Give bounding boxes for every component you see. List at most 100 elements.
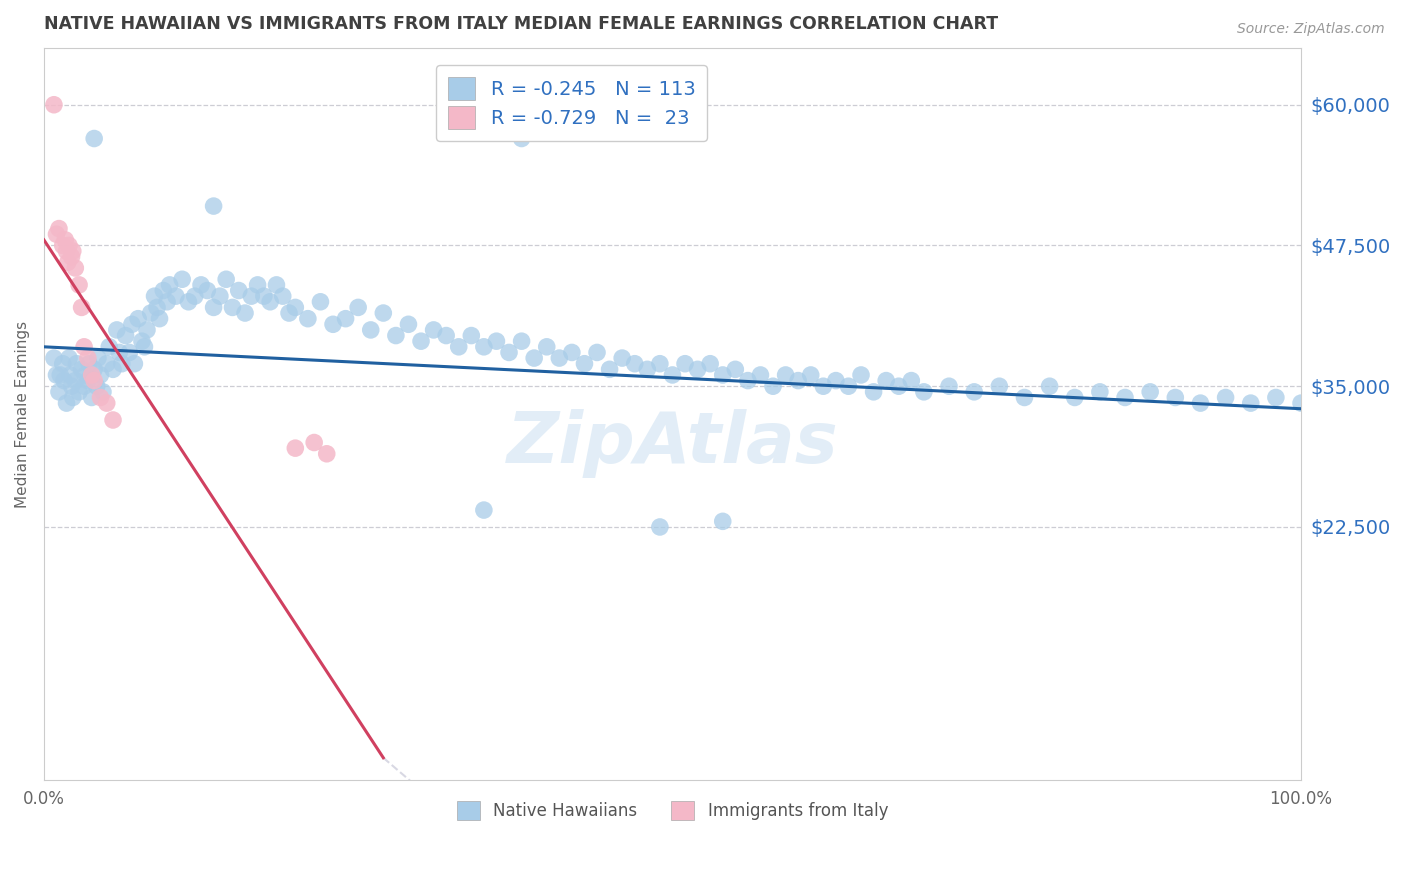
Point xyxy=(139,306,162,320)
Point xyxy=(1114,391,1136,405)
Point xyxy=(177,294,200,309)
Point xyxy=(233,306,256,320)
Point xyxy=(75,368,97,382)
Point xyxy=(89,368,111,382)
Point xyxy=(48,384,70,399)
Point xyxy=(360,323,382,337)
Point xyxy=(152,284,174,298)
Point xyxy=(661,368,683,382)
Point xyxy=(266,277,288,292)
Point xyxy=(574,357,596,371)
Point xyxy=(271,289,294,303)
Point xyxy=(673,357,696,371)
Point xyxy=(105,323,128,337)
Point xyxy=(101,413,124,427)
Text: Source: ZipAtlas.com: Source: ZipAtlas.com xyxy=(1237,22,1385,37)
Point xyxy=(172,272,194,286)
Point xyxy=(77,351,100,365)
Point xyxy=(246,277,269,292)
Point xyxy=(143,289,166,303)
Point xyxy=(988,379,1011,393)
Point xyxy=(65,357,87,371)
Point xyxy=(60,379,83,393)
Point xyxy=(1014,391,1036,405)
Point xyxy=(159,277,181,292)
Point xyxy=(434,328,457,343)
Point xyxy=(422,323,444,337)
Point xyxy=(101,362,124,376)
Legend: Native Hawaiians, Immigrants from Italy: Native Hawaiians, Immigrants from Italy xyxy=(450,794,894,827)
Point xyxy=(127,311,149,326)
Point xyxy=(623,357,645,371)
Text: NATIVE HAWAIIAN VS IMMIGRANTS FROM ITALY MEDIAN FEMALE EARNINGS CORRELATION CHAR: NATIVE HAWAIIAN VS IMMIGRANTS FROM ITALY… xyxy=(44,15,998,33)
Point xyxy=(787,374,810,388)
Point xyxy=(711,368,734,382)
Point xyxy=(711,514,734,528)
Point xyxy=(1039,379,1062,393)
Point xyxy=(42,351,65,365)
Point xyxy=(53,233,76,247)
Point xyxy=(55,396,77,410)
Point xyxy=(49,368,72,382)
Point xyxy=(202,301,225,315)
Point xyxy=(253,289,276,303)
Point xyxy=(48,221,70,235)
Point xyxy=(131,334,153,348)
Point xyxy=(1289,396,1312,410)
Point xyxy=(73,379,96,393)
Point xyxy=(648,520,671,534)
Point xyxy=(900,374,922,388)
Point xyxy=(586,345,609,359)
Point xyxy=(648,357,671,371)
Point xyxy=(686,362,709,376)
Point xyxy=(121,318,143,332)
Point xyxy=(55,244,77,259)
Point xyxy=(887,379,910,393)
Point xyxy=(447,340,470,354)
Point xyxy=(108,345,131,359)
Point xyxy=(52,238,75,252)
Point xyxy=(485,334,508,348)
Point xyxy=(86,379,108,393)
Point xyxy=(80,368,103,382)
Point xyxy=(800,368,823,382)
Point xyxy=(912,384,935,399)
Point xyxy=(472,340,495,354)
Point xyxy=(80,391,103,405)
Point xyxy=(60,250,83,264)
Point xyxy=(1240,396,1263,410)
Point xyxy=(259,294,281,309)
Point xyxy=(536,340,558,354)
Point xyxy=(91,384,114,399)
Point xyxy=(612,351,634,365)
Point xyxy=(190,277,212,292)
Point xyxy=(347,301,370,315)
Point xyxy=(98,340,121,354)
Point xyxy=(749,368,772,382)
Point xyxy=(335,311,357,326)
Point xyxy=(825,374,848,388)
Point xyxy=(83,131,105,145)
Point xyxy=(813,379,835,393)
Point xyxy=(89,391,111,405)
Point xyxy=(322,318,344,332)
Point xyxy=(1215,391,1237,405)
Point xyxy=(62,244,84,259)
Point xyxy=(134,340,156,354)
Point xyxy=(373,306,395,320)
Point xyxy=(165,289,187,303)
Point xyxy=(53,374,76,388)
Point xyxy=(472,503,495,517)
Point xyxy=(284,441,307,455)
Point xyxy=(56,255,79,269)
Point xyxy=(42,97,65,112)
Point xyxy=(498,345,520,359)
Point xyxy=(124,357,146,371)
Point xyxy=(510,334,533,348)
Point xyxy=(240,289,263,303)
Point xyxy=(284,301,307,315)
Point xyxy=(302,435,325,450)
Point xyxy=(309,294,332,309)
Point xyxy=(65,374,87,388)
Point xyxy=(111,357,134,371)
